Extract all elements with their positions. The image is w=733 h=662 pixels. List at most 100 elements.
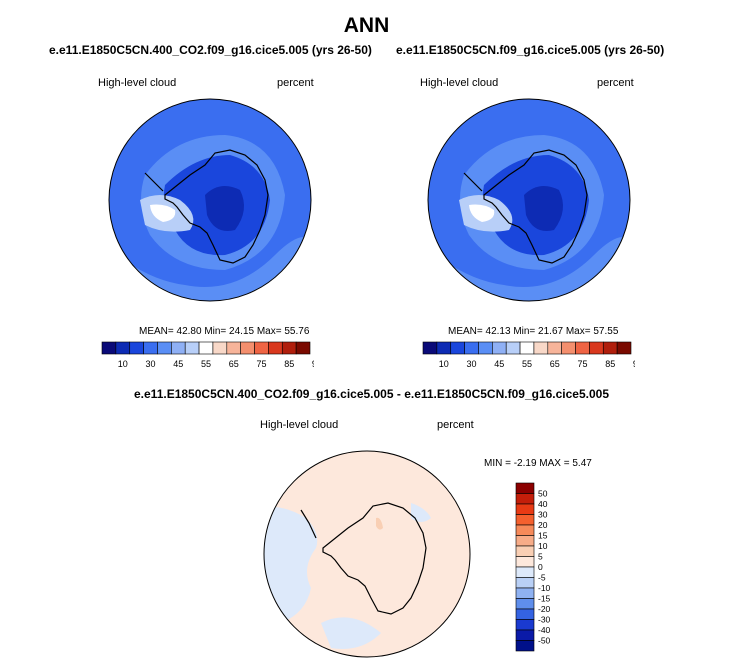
panel2-stats: MEAN= 42.13 Min= 21.67 Max= 57.55	[448, 326, 619, 337]
panel1-colorbar-label: 65	[229, 359, 239, 369]
panel3-colorbar-swatch	[515, 566, 535, 578]
panel1-colorbar-swatch	[226, 341, 241, 355]
panel2-white-patch	[469, 204, 495, 222]
panel1-colorbar-swatch	[254, 341, 269, 355]
panel3-colorbar-swatch	[515, 482, 535, 494]
panel1-map-border	[108, 98, 312, 302]
panel2-map	[427, 98, 631, 302]
panel3-colorbar-label: 30	[538, 510, 548, 520]
panel2-case-title: e.e11.E1850C5CN.f09_g16.cice5.005 (yrs 2…	[396, 43, 665, 57]
panel3-map-border	[263, 450, 471, 658]
panel3-coastline	[300, 502, 427, 615]
panel1-colorbar-label: 10	[118, 359, 128, 369]
panel3-colorbar-swatch	[515, 629, 535, 641]
panel3-colorbar-label: 5	[538, 552, 543, 562]
panel2-colorbar-swatch	[616, 341, 632, 355]
panel2-colorbar-swatch	[602, 341, 618, 355]
panel3-colorbar-swatch	[515, 598, 535, 610]
panel2-colorbar-label: 45	[494, 359, 504, 369]
panel1-colorbar-swatch	[184, 341, 200, 355]
panel1-colorbar-swatch	[115, 341, 131, 355]
panel3-colorbar-label: 20	[538, 520, 548, 530]
panel2-deep-core	[524, 186, 563, 231]
panel2-colorbar-label: 85	[605, 359, 615, 369]
panel1-colorbar-swatch	[129, 341, 144, 355]
panel1-colorbar-swatch	[268, 341, 283, 355]
panel2-colorbar-label: 30	[467, 359, 477, 369]
panel3-colorbar-swatch	[515, 577, 535, 589]
panel3-colorbar-label: 40	[538, 499, 548, 509]
panel1-stats: MEAN= 42.80 Min= 24.15 Max= 55.76	[139, 326, 310, 337]
panel1-colorbar-swatch	[240, 341, 255, 355]
panel3-map	[263, 450, 471, 658]
panel2-colorbar-swatch	[464, 341, 479, 355]
panel3-colorbar-label: 50	[538, 489, 548, 499]
panel2-colorbar-swatch	[436, 341, 452, 355]
page-title: ANN	[343, 14, 390, 37]
panel3-colorbar-label: -10	[538, 583, 551, 593]
panel2-map-border	[427, 98, 631, 302]
panel1-map	[108, 98, 312, 302]
panel2-colorbar-label: 75	[577, 359, 587, 369]
panel1-colorbar-label: 30	[146, 359, 156, 369]
panel1-colorbar-label: 85	[284, 359, 294, 369]
panel3-variable-label: High-level cloud	[260, 419, 339, 431]
panel3-colorbar-label: 10	[538, 541, 548, 551]
panel1-case-title: e.e11.E1850C5CN.400_CO2.f09_g16.cice5.00…	[49, 43, 372, 57]
panel1-colorbar-swatch	[198, 341, 214, 355]
panel3-colorbar-swatch	[515, 535, 535, 547]
panel3-colorbar-swatch	[515, 608, 535, 620]
panel2-colorbar-label: 65	[550, 359, 560, 369]
panel3-stats: MIN = -2.19 MAX = 5.47	[484, 458, 592, 469]
panel2-colorbar-swatch	[561, 341, 576, 355]
panel1-variable-label: High-level cloud	[98, 77, 177, 89]
panel1-colorbar-swatch	[212, 341, 228, 355]
panel2-colorbar-swatch	[422, 341, 438, 355]
panel3-negative-region-east	[411, 503, 431, 522]
panel2-colorbar-swatch	[575, 341, 590, 355]
panel3-colorbar-swatch	[515, 493, 535, 505]
panel3-case-title: e.e11.E1850C5CN.400_CO2.f09_g16.cice5.00…	[134, 387, 610, 401]
panel2-colorbar-swatch	[547, 341, 562, 355]
panel3-colorbar-label: 0	[538, 562, 543, 572]
panel3-negative-region-south	[321, 617, 381, 649]
panel2-colorbar-swatch	[505, 341, 521, 355]
panel2-colorbar-swatch	[589, 341, 604, 355]
panel3-units-label: percent	[437, 419, 474, 431]
panel3-colorbar-swatch	[515, 514, 535, 526]
panel2-colorbar-swatch	[478, 341, 493, 355]
panel3-colorbar-label: 15	[538, 531, 548, 541]
panel3-colorbar-label: -20	[538, 604, 551, 614]
panel3-colorbar-swatch	[515, 503, 535, 515]
panel2-colorbar-swatch	[533, 341, 549, 355]
panel1-deep-core	[205, 186, 244, 231]
panel3-colorbar-swatch	[515, 640, 535, 652]
panel2-colorbar-swatch	[492, 341, 507, 355]
panel2-colorbar-label: 55	[522, 359, 532, 369]
panel1-colorbar-swatch	[281, 341, 297, 355]
panel1-colorbar-label: 45	[173, 359, 183, 369]
panel1-colorbar-swatch	[295, 341, 311, 355]
panel3-negative-region-west	[264, 506, 318, 628]
panel1-white-patch	[150, 204, 176, 222]
panel3-positive-patch	[376, 517, 383, 530]
panel2-units-label: percent	[597, 77, 634, 89]
panel1-colorbar: 10 30 45 55 65 75 85 95	[101, 341, 314, 369]
panel2-variable-label: High-level cloud	[420, 77, 499, 89]
panel1-units-label: percent	[277, 77, 314, 89]
panel3-colorbar-label: -15	[538, 594, 551, 604]
panel3-colorbar-swatch	[515, 524, 535, 536]
panel1-colorbar-swatch	[157, 341, 172, 355]
panel1-colorbar-label: 75	[256, 359, 266, 369]
panel3-colorbar-swatch	[515, 556, 535, 568]
panel1-coastline	[144, 149, 269, 264]
panel1-colorbar-swatch	[171, 341, 186, 355]
panel3-colorbar-label: -40	[538, 625, 551, 635]
panel1-colorbar-swatch	[143, 341, 158, 355]
panel2-colorbar-label: 95	[633, 359, 635, 369]
panel3-colorbar-swatch	[515, 545, 535, 557]
panel1-colorbar-swatch	[101, 341, 117, 355]
panel3-colorbar-swatch	[515, 619, 535, 631]
panel1-colorbar-label: 55	[201, 359, 211, 369]
